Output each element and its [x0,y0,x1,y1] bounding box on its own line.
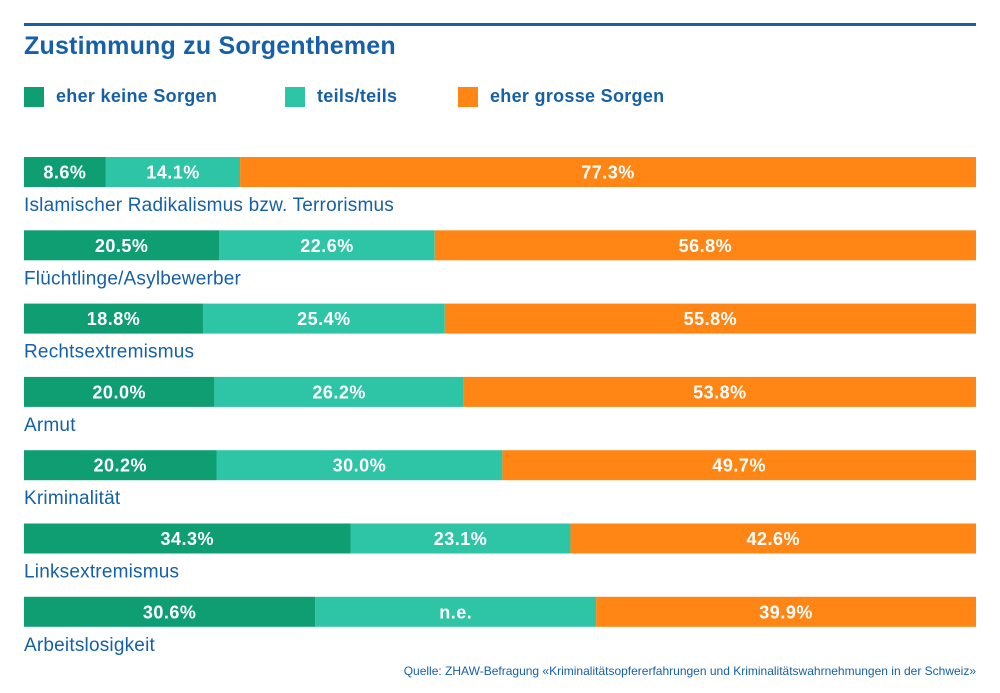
bar-teils-teils-rechtsextremismus [202,303,445,334]
top-rule [24,23,976,26]
bar-eher-grosse-sorgen-islamischer-radikalismus-bzw-terrorismus [240,157,976,187]
bar-eher-keine-sorgen-fluechtlinge-asylbewerber [24,230,220,261]
bar-eher-grosse-sorgen-armut [463,376,977,407]
bar-value-label-eher-keine-sorgen-rechtsextremismus: 18.8% [87,309,141,329]
bar-value-label-teils-teils-rechtsextremismus: 25.4% [297,309,351,329]
category-label-linksextremismus: Linksextremismus [24,562,179,583]
bar-value-label-teils-teils-linksextremismus: 23.1% [434,529,488,549]
category-label-armut: Armut [24,415,76,436]
bar-eher-grosse-sorgen-fluechtlinge-asylbewerber [434,230,976,261]
bar-value-label-teils-teils-arbeitslosigkeit: n.e. [439,602,472,622]
bar-value-label-eher-keine-sorgen-islamischer-radikalismus-bzw-terrorismus: 8.6% [43,163,86,183]
bar-value-label-teils-teils-armut: 26.2% [312,382,366,402]
bar-value-label-eher-keine-sorgen-fluechtlinge-asylbewerber: 20.5% [95,236,149,256]
legend-label-eher-keine-sorgen: eher keine Sorgen [56,86,218,106]
legend-swatch-eher-keine-sorgen [24,86,44,107]
source-note: Quelle: ZHAW-Befragung «Kriminalitätsopf… [403,664,976,678]
bar-value-label-eher-grosse-sorgen-fluechtlinge-asylbewerber: 56.8% [679,236,733,256]
legend: eher keine Sorgen teils/teils eher gross… [24,86,984,110]
bar-teils-teils-kriminalitaet [216,450,503,481]
bar-value-label-eher-grosse-sorgen-rechtsextremismus: 55.8% [684,309,738,329]
bar-value-label-eher-grosse-sorgen-islamischer-radikalismus-bzw-terrorismus: 77.3% [581,163,635,183]
bar-value-label-teils-teils-fluechtlinge-asylbewerber: 22.6% [300,236,354,256]
bar-value-label-teils-teils-kriminalitaet: 30.0% [333,456,387,476]
legend-item-eher-keine-sorgen: eher keine Sorgen [24,86,217,107]
bar-teils-teils-linksextremismus [350,523,571,554]
category-label-arbeitslosigkeit: Arbeitslosigkeit [24,635,155,656]
bar-eher-keine-sorgen-rechtsextremismus [24,303,203,334]
category-label-islamischer-radikalismus-bzw-terrorismus: Islamischer Radikalismus bzw. Terrorismu… [24,195,394,216]
bar-teils-teils-arbeitslosigkeit [315,596,597,627]
legend-swatch-teils-teils [285,86,305,107]
legend-label-teils-teils: teils/teils [317,86,398,106]
legend-item-teils-teils: teils/teils [285,86,397,107]
bar-eher-grosse-sorgen-linksextremismus [570,523,976,554]
bar-teils-teils-fluechtlinge-asylbewerber [219,230,435,261]
legend-swatch-eher-grosse-sorgen [458,86,478,107]
bar-eher-keine-sorgen-linksextremismus [24,523,351,554]
chart-title: Zustimmung zu Sorgenthemen [24,32,396,60]
bar-eher-grosse-sorgen-kriminalitaet [502,450,976,481]
bar-eher-keine-sorgen-armut [24,376,215,407]
category-label-rechtsextremismus: Rechtsextremismus [24,342,194,363]
bar-value-label-eher-grosse-sorgen-linksextremismus: 42.6% [746,529,800,549]
bar-value-label-eher-keine-sorgen-linksextremismus: 34.3% [160,529,214,549]
legend-item-eher-grosse-sorgen: eher grosse Sorgen [458,86,664,107]
bar-value-label-teils-teils-islamischer-radikalismus-bzw-terrorismus: 14.1% [146,163,200,183]
bar-eher-grosse-sorgen-arbeitslosigkeit [596,596,976,627]
bar-teils-teils-islamischer-radikalismus-bzw-terrorismus [105,157,241,187]
bar-value-label-eher-keine-sorgen-armut: 20.0% [92,382,146,402]
legend-label-eher-grosse-sorgen: eher grosse Sorgen [490,86,665,106]
bar-teils-teils-armut [214,376,464,407]
bar-eher-keine-sorgen-kriminalitaet [24,450,217,481]
bar-value-label-eher-grosse-sorgen-armut: 53.8% [693,382,747,402]
bar-eher-grosse-sorgen-rechtsextremismus [444,303,976,334]
bar-value-label-eher-grosse-sorgen-kriminalitaet: 49.7% [712,456,766,476]
bar-value-label-eher-keine-sorgen-arbeitslosigkeit: 30.6% [143,602,197,622]
category-label-fluechtlinge-asylbewerber: Flüchtlinge/Asylbewerber [24,268,242,289]
bar-value-label-eher-keine-sorgen-kriminalitaet: 20.2% [93,456,147,476]
bar-eher-keine-sorgen-arbeitslosigkeit [24,596,316,627]
bar-value-label-eher-grosse-sorgen-arbeitslosigkeit: 39.9% [759,602,813,622]
bar-eher-keine-sorgen-islamischer-radikalismus-bzw-terrorismus [24,157,106,187]
category-label-kriminalitaet: Kriminalität [24,488,121,509]
